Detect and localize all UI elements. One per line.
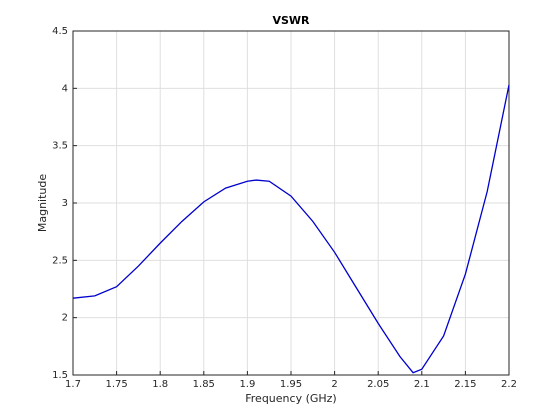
x-tick-label: 1.95 — [280, 379, 302, 390]
x-tick-label: 2.05 — [367, 379, 389, 390]
x-tick-label: 1.85 — [193, 379, 215, 390]
x-tick-label: 1.75 — [105, 379, 127, 390]
y-tick-label: 3 — [62, 198, 68, 209]
chart-title: VSWR — [272, 14, 310, 27]
y-tick-label: 3.5 — [52, 141, 68, 152]
y-tick-label: 4 — [62, 83, 68, 94]
y-tick-label: 1.5 — [52, 370, 68, 381]
y-tick-label: 2.5 — [52, 255, 68, 266]
x-tick-label: 1.9 — [239, 379, 255, 390]
y-tick-label: 4.5 — [52, 26, 68, 37]
plot-frame — [72, 30, 510, 376]
x-tick-label: 2 — [331, 379, 337, 390]
x-tick-label: 1.7 — [65, 379, 81, 390]
x-tick-label: 1.8 — [152, 379, 168, 390]
y-axis-label: Magnitude — [36, 174, 49, 233]
x-tick-label: 2.1 — [414, 379, 430, 390]
x-tick-label: 2.2 — [501, 379, 517, 390]
data-line — [72, 84, 510, 374]
y-tick-label: 2 — [62, 313, 68, 324]
x-axis-label: Frequency (GHz) — [245, 392, 336, 405]
x-tick-label: 2.15 — [454, 379, 476, 390]
